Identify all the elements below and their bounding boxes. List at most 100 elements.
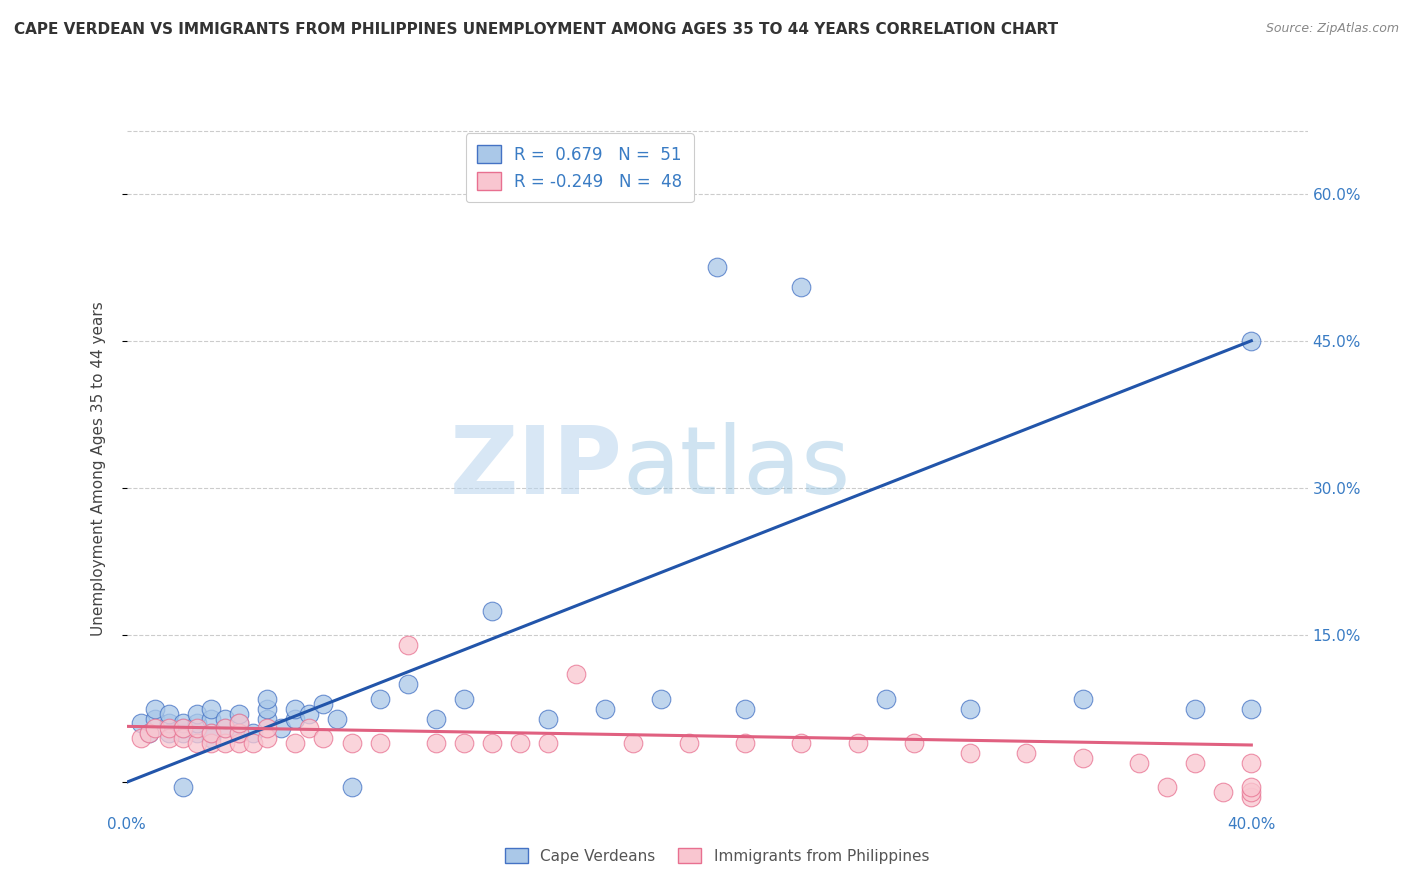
Point — [200, 726, 222, 740]
Point — [396, 638, 419, 652]
Point — [1240, 790, 1263, 805]
Text: CAPE VERDEAN VS IMMIGRANTS FROM PHILIPPINES UNEMPLOYMENT AMONG AGES 35 TO 44 YEA: CAPE VERDEAN VS IMMIGRANTS FROM PHILIPPI… — [14, 22, 1059, 37]
Point — [1240, 780, 1263, 795]
Point — [1240, 701, 1263, 715]
Point — [214, 712, 236, 726]
Point — [157, 706, 180, 721]
Text: atlas: atlas — [623, 422, 851, 515]
Point — [734, 736, 756, 750]
Point — [200, 701, 222, 715]
Point — [1184, 701, 1206, 715]
Point — [368, 736, 391, 750]
Point — [143, 712, 166, 726]
Point — [1071, 692, 1094, 706]
Point — [186, 736, 208, 750]
Point — [256, 692, 278, 706]
Point — [298, 721, 321, 735]
Point — [621, 736, 644, 750]
Point — [138, 726, 160, 740]
Point — [425, 736, 447, 750]
Text: ZIP: ZIP — [450, 422, 623, 515]
Point — [270, 721, 292, 735]
Point — [172, 721, 194, 735]
Point — [214, 721, 236, 735]
Point — [481, 736, 503, 750]
Point — [228, 716, 250, 731]
Point — [228, 736, 250, 750]
Point — [1184, 756, 1206, 770]
Point — [172, 731, 194, 746]
Point — [284, 712, 307, 726]
Point — [790, 736, 813, 750]
Point — [138, 726, 160, 740]
Point — [1240, 785, 1263, 799]
Point — [396, 677, 419, 691]
Point — [1128, 756, 1150, 770]
Point — [903, 736, 925, 750]
Point — [172, 780, 194, 795]
Point — [326, 712, 349, 726]
Point — [284, 736, 307, 750]
Point — [453, 736, 475, 750]
Point — [143, 721, 166, 735]
Point — [200, 726, 222, 740]
Point — [157, 726, 180, 740]
Point — [157, 716, 180, 731]
Point — [186, 716, 208, 731]
Point — [284, 701, 307, 715]
Point — [242, 736, 264, 750]
Point — [256, 721, 278, 735]
Point — [1015, 746, 1038, 760]
Point — [790, 280, 813, 294]
Point — [368, 692, 391, 706]
Point — [200, 731, 222, 746]
Point — [706, 260, 728, 275]
Point — [228, 726, 250, 740]
Point — [172, 726, 194, 740]
Point — [200, 736, 222, 750]
Point — [143, 701, 166, 715]
Point — [256, 701, 278, 715]
Point — [172, 721, 194, 735]
Point — [129, 716, 152, 731]
Point — [537, 712, 560, 726]
Point — [1212, 785, 1234, 799]
Point — [1071, 751, 1094, 765]
Point — [509, 736, 531, 750]
Text: Source: ZipAtlas.com: Source: ZipAtlas.com — [1265, 22, 1399, 36]
Point — [846, 736, 869, 750]
Point — [959, 701, 981, 715]
Point — [537, 736, 560, 750]
Point — [959, 746, 981, 760]
Legend: R =  0.679   N =  51, R = -0.249   N =  48: R = 0.679 N = 51, R = -0.249 N = 48 — [465, 133, 693, 202]
Point — [157, 721, 180, 735]
Point — [129, 731, 152, 746]
Point — [186, 706, 208, 721]
Point — [228, 716, 250, 731]
Point — [425, 712, 447, 726]
Point — [734, 701, 756, 715]
Point — [593, 701, 616, 715]
Point — [256, 731, 278, 746]
Point — [1156, 780, 1178, 795]
Point — [214, 736, 236, 750]
Point — [228, 706, 250, 721]
Point — [312, 731, 335, 746]
Point — [214, 721, 236, 735]
Point — [186, 721, 208, 735]
Point — [200, 712, 222, 726]
Point — [298, 706, 321, 721]
Point — [1240, 756, 1263, 770]
Point — [678, 736, 700, 750]
Point — [242, 726, 264, 740]
Point — [1240, 334, 1263, 348]
Y-axis label: Unemployment Among Ages 35 to 44 years: Unemployment Among Ages 35 to 44 years — [91, 301, 105, 636]
Point — [340, 736, 363, 750]
Point — [481, 603, 503, 617]
Point — [172, 716, 194, 731]
Point — [312, 697, 335, 711]
Point — [340, 780, 363, 795]
Point — [650, 692, 672, 706]
Point — [228, 726, 250, 740]
Point — [453, 692, 475, 706]
